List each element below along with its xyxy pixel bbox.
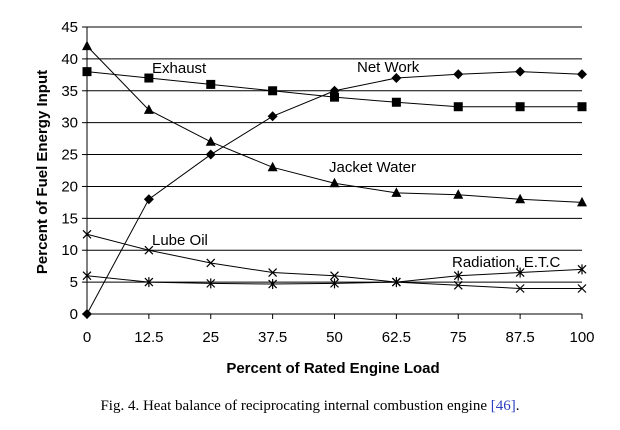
x-marker-stroke: [268, 268, 278, 277]
x-tick-label: 87.5: [506, 329, 535, 346]
y-tick-label: 0: [70, 306, 78, 323]
x-marker-stroke: [577, 284, 587, 293]
citation-link[interactable]: [46]: [490, 398, 516, 414]
y-tick-label: 15: [61, 210, 78, 227]
series-jacket-water: [82, 40, 587, 207]
figure-caption: Fig. 4. Heat balance of reciprocating in…: [0, 398, 620, 415]
label-jacket-water: Jacket Water: [329, 159, 416, 176]
x-marker: [268, 268, 278, 277]
star-marker: [82, 270, 92, 281]
series-radiation-e-t-c: [82, 264, 587, 290]
x-tick-label: 75: [450, 329, 467, 346]
series-labels: Net Work Exhaust Jacket Water Lube Oil Radia…: [152, 59, 561, 271]
diamond-marker: [577, 69, 587, 80]
y-tick-label: 10: [61, 242, 78, 259]
x-marker-stroke: [82, 229, 92, 239]
y-axis-ticks: 0 5 10 15 20 25 30 35 40 45: [61, 19, 87, 323]
square-marker: [206, 79, 216, 89]
diamond-marker: [453, 69, 464, 80]
x-marker-stroke: [453, 280, 463, 290]
diamond-marker: [82, 309, 92, 319]
star-marker: [144, 277, 154, 288]
star-marker: [515, 267, 525, 278]
star-marker: [453, 270, 463, 281]
diamond-marker: [205, 149, 216, 160]
caption-text: Fig. 4. Heat balance of reciprocating in…: [100, 398, 491, 414]
square-marker: [330, 92, 339, 102]
square-marker: [515, 102, 525, 112]
x-marker: [82, 229, 92, 239]
star-marker: [268, 279, 278, 290]
x-axis-title: Percent of Rated Engine Load: [226, 360, 439, 377]
y-tick-label: 25: [61, 147, 78, 164]
x-marker: [515, 284, 525, 293]
triangle-marker: [205, 136, 216, 146]
square-marker: [577, 102, 587, 112]
diamond-marker: [267, 111, 278, 122]
triangle-marker: [577, 196, 587, 207]
star-marker: [330, 278, 339, 289]
y-tick-label: 5: [70, 274, 78, 291]
square-marker: [268, 86, 278, 96]
triangle-marker: [391, 187, 402, 197]
series-line: [86, 71, 583, 315]
label-exhaust: Exhaust: [152, 60, 207, 77]
x-tick-label: 50: [326, 329, 343, 346]
x-marker-stroke: [144, 245, 154, 255]
x-marker: [577, 284, 587, 293]
x-tick-label: 0: [83, 329, 91, 346]
x-tick-label: 12.5: [134, 329, 163, 346]
square-marker: [453, 102, 463, 112]
triangle-marker: [143, 104, 154, 114]
diamond-marker: [391, 73, 402, 84]
x-marker: [144, 245, 154, 255]
x-tick-label: 100: [569, 329, 594, 346]
triangle-marker: [453, 189, 464, 199]
x-marker-stroke: [515, 284, 525, 293]
x-tick-label: 25: [202, 329, 219, 346]
square-marker: [82, 67, 92, 77]
grid-lines: [87, 26, 582, 283]
triangle-marker: [82, 40, 92, 51]
y-tick-label: 20: [61, 178, 78, 195]
triangle-marker: [267, 161, 278, 172]
star-marker: [391, 277, 401, 288]
diamond-marker: [515, 66, 526, 77]
square-marker: [391, 97, 401, 107]
label-radiation-e-t-c: Radiation, E.T.C: [452, 254, 561, 271]
x-marker-stroke: [206, 258, 216, 268]
star-marker: [206, 278, 216, 289]
diamond-marker: [143, 194, 154, 205]
star-marker: [577, 264, 587, 275]
x-marker: [330, 271, 339, 281]
x-tick-label: 37.5: [258, 329, 287, 346]
y-tick-label: 35: [61, 83, 78, 100]
x-tick-label: 62.5: [382, 329, 411, 346]
x-marker-stroke: [330, 271, 339, 281]
triangle-marker: [515, 193, 526, 204]
label-net-work: Net Work: [357, 59, 420, 76]
caption-end: .: [515, 398, 520, 414]
x-marker: [453, 280, 463, 290]
y-tick-label: 45: [61, 19, 78, 36]
series-exhaust: [82, 67, 587, 112]
y-tick-label: 30: [61, 115, 78, 132]
square-marker: [144, 73, 154, 83]
triangle-marker: [329, 177, 340, 188]
series-group: [82, 40, 587, 319]
y-tick-label: 40: [61, 51, 78, 68]
x-axis-ticks: 0 12.5 25 37.5 50 62.5 75 87.5 100: [83, 314, 595, 346]
heat-balance-chart: 0 5 10 15 20 25 30 35 40 45 0 12.5 25 37.5 50 62.5 75 87…: [34, 19, 595, 377]
y-axis-title: Percent of Fuel Energy Input: [34, 70, 51, 274]
x-marker: [206, 258, 216, 268]
label-lube-oil: Lube Oil: [152, 232, 208, 249]
